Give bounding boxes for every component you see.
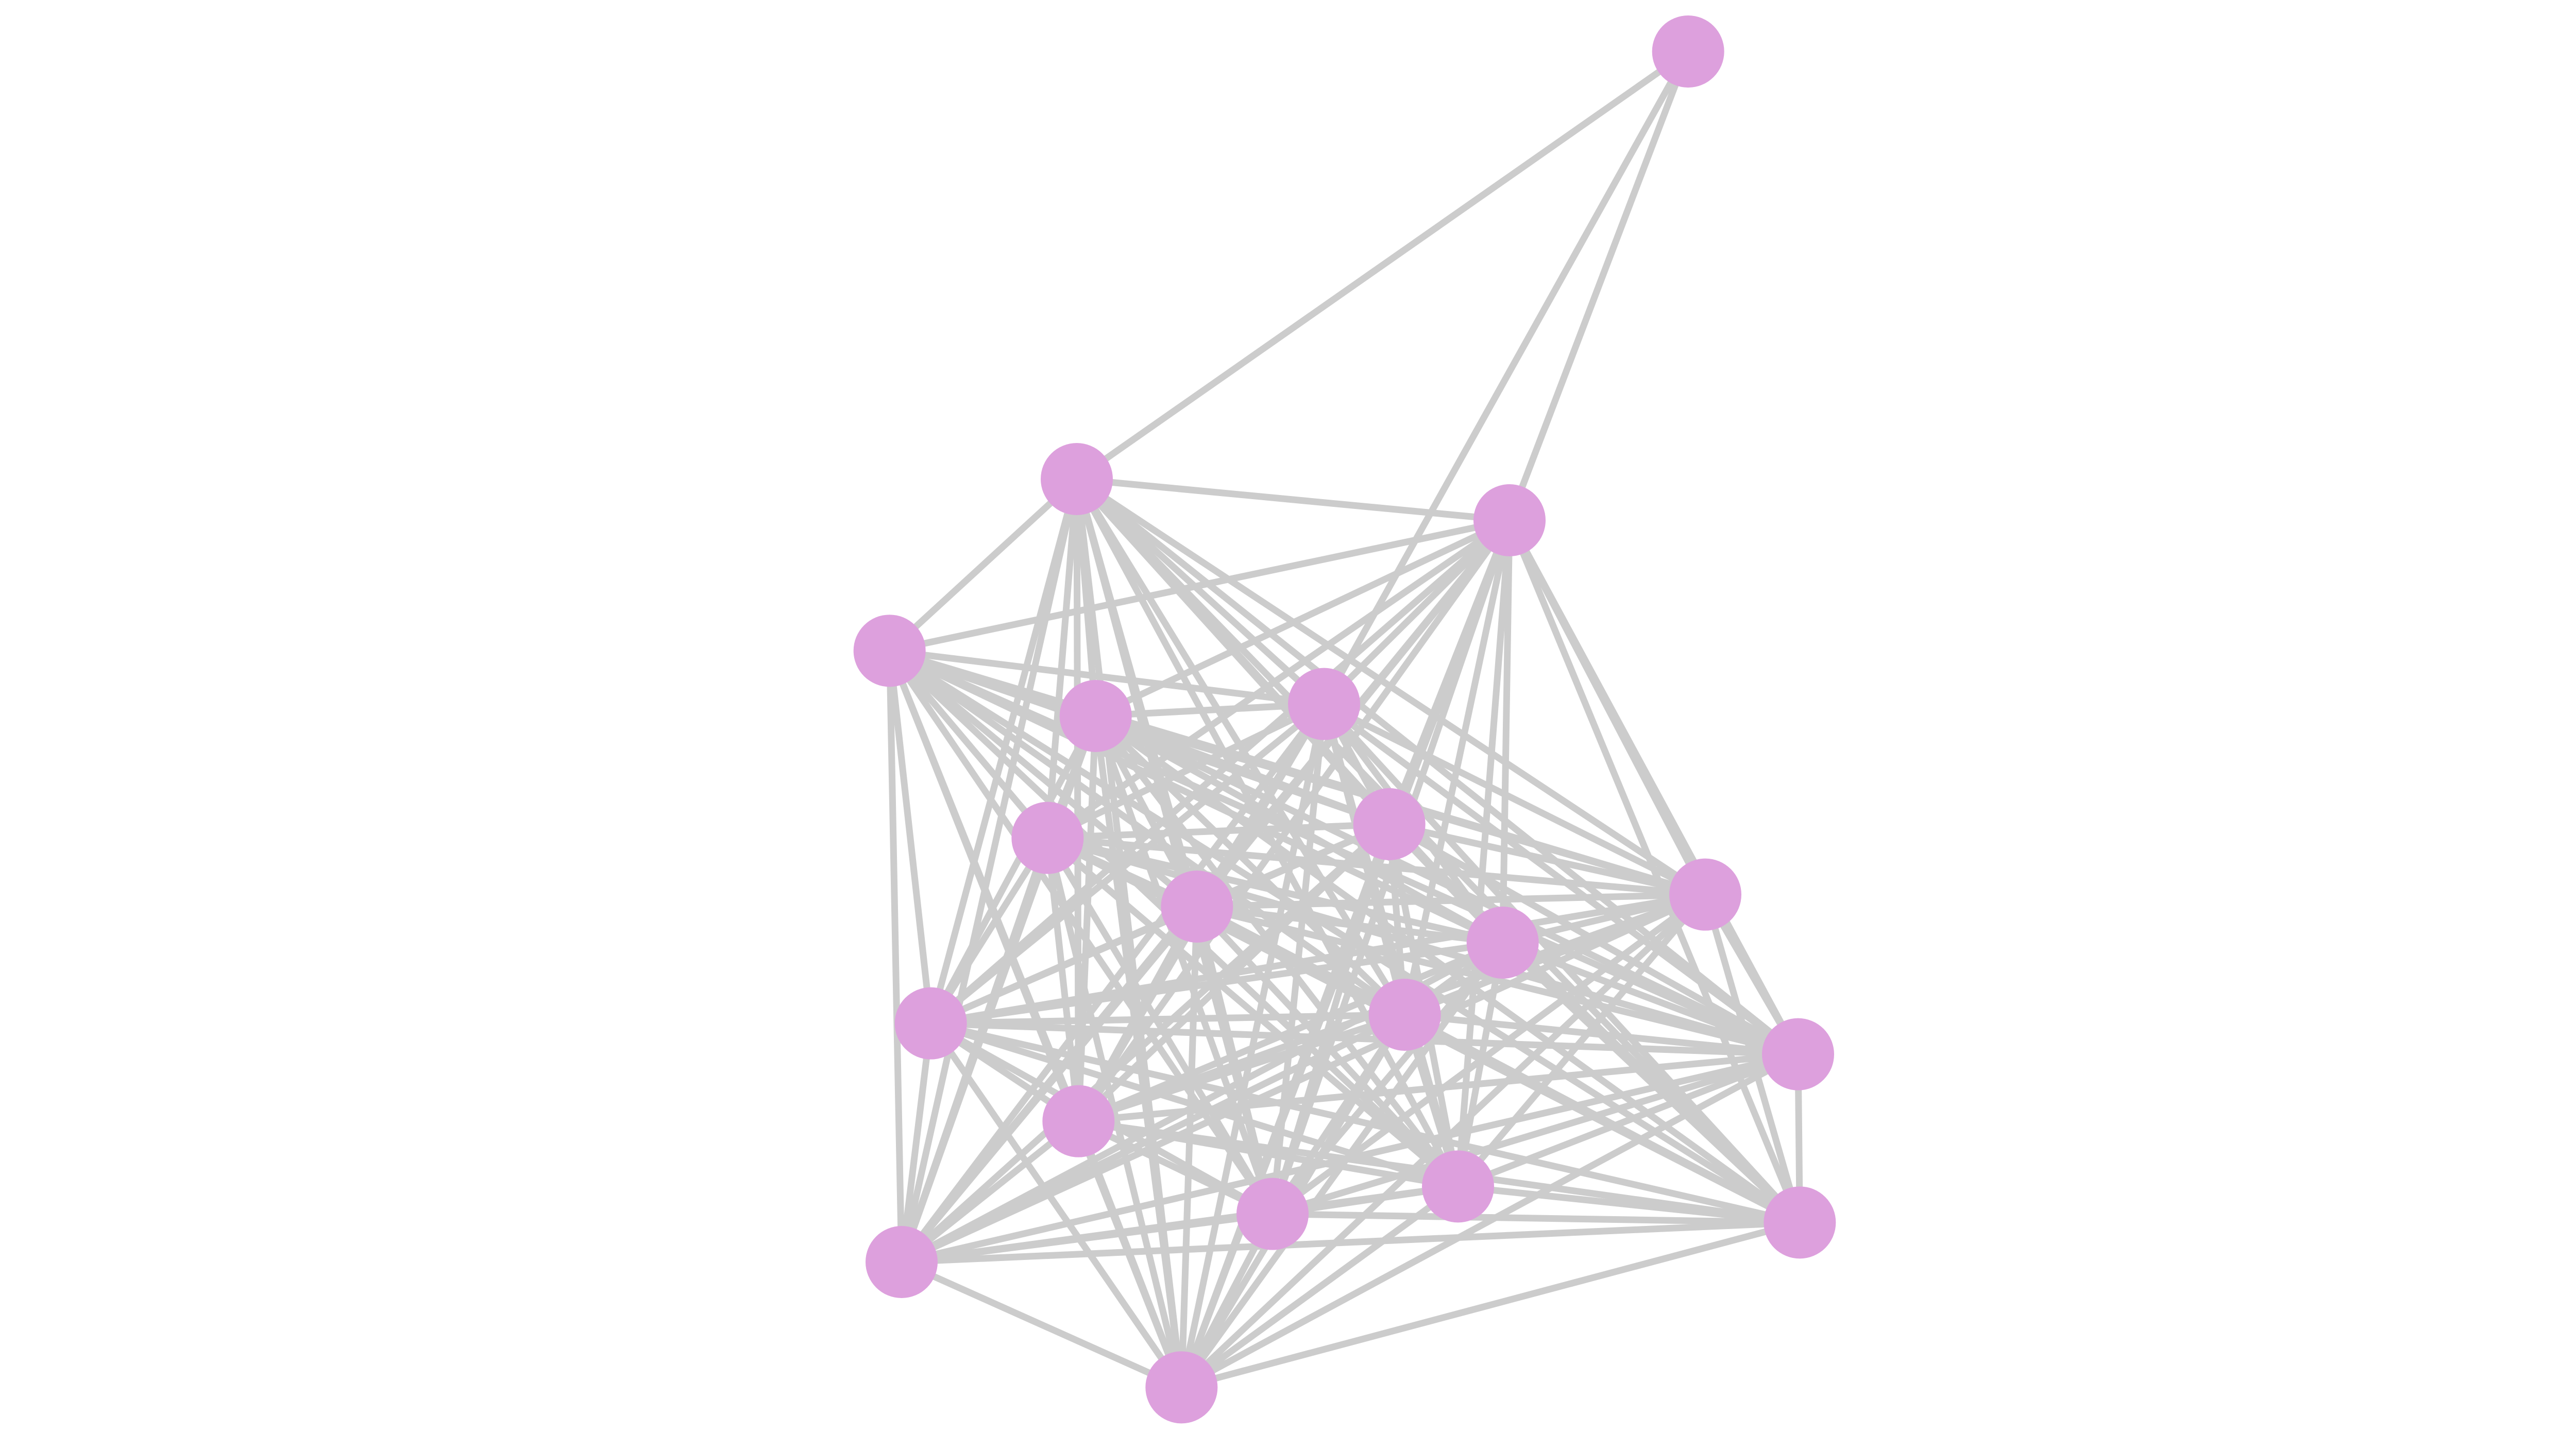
node-4[interactable] xyxy=(1059,680,1132,752)
edge-11-19 xyxy=(928,1021,1184,1390)
edge-1-14 xyxy=(1073,479,1082,1121)
node-0[interactable] xyxy=(1652,15,1724,88)
edge-15-18 xyxy=(1272,1211,1800,1226)
edge-1-2 xyxy=(1076,475,1510,524)
edge-3-17 xyxy=(886,651,905,1263)
node-8[interactable] xyxy=(1161,871,1233,943)
edge-16-17 xyxy=(901,1183,1459,1266)
edge-10-13 xyxy=(1501,939,1800,1058)
edge-5-6 xyxy=(1046,701,1326,841)
edge-10-11 xyxy=(930,939,1503,1027)
edge-2-6 xyxy=(1045,517,1512,841)
edge-9-17 xyxy=(900,891,1707,1265)
edge-16-19 xyxy=(1179,1184,1460,1390)
edge-13-16 xyxy=(1456,1051,1800,1190)
node-10[interactable] xyxy=(1466,907,1539,979)
node-9[interactable] xyxy=(1669,858,1741,931)
node-7[interactable] xyxy=(1353,788,1426,860)
edge-17-18 xyxy=(901,1219,1800,1266)
edge-6-7 xyxy=(1047,821,1389,842)
edge-0-1 xyxy=(1075,48,1690,482)
edge-3-5 xyxy=(889,647,1325,708)
node-layer xyxy=(853,15,1836,1424)
edge-0-2 xyxy=(1506,50,1691,522)
edge-1-6 xyxy=(1044,479,1080,839)
edge-0-5 xyxy=(1321,49,1691,706)
edge-3-11 xyxy=(886,650,935,1024)
edge-4-11 xyxy=(927,714,1099,1025)
edge-12-14 xyxy=(1077,1011,1406,1124)
edge-6-10 xyxy=(1046,834,1504,946)
edge-14-17 xyxy=(899,1118,1081,1265)
edge-6-13 xyxy=(1046,834,1799,1058)
node-19[interactable] xyxy=(1145,1351,1218,1424)
node-3[interactable] xyxy=(853,615,926,687)
edge-2-16 xyxy=(1454,520,1513,1187)
edge-4-14 xyxy=(1075,715,1099,1121)
edge-1-11 xyxy=(927,478,1080,1025)
edge-1-13 xyxy=(1074,476,1801,1057)
edge-5-9 xyxy=(1323,701,1707,898)
edge-12-17 xyxy=(900,1012,1406,1265)
edge-3-6 xyxy=(887,649,1050,840)
edge-1-17 xyxy=(898,478,1080,1263)
edge-16-18 xyxy=(1458,1183,1801,1226)
node-5[interactable] xyxy=(1288,668,1360,740)
edge-7-9 xyxy=(1388,821,1706,898)
edge-8-15 xyxy=(1194,906,1276,1215)
edge-6-14 xyxy=(1044,837,1082,1122)
edge-8-14 xyxy=(1075,905,1200,1123)
node-1[interactable] xyxy=(1041,443,1113,515)
edge-10-18 xyxy=(1500,940,1802,1225)
edge-8-17 xyxy=(899,904,1200,1265)
edge-2-11 xyxy=(928,518,1512,1026)
node-6[interactable] xyxy=(1011,802,1084,874)
edge-2-3 xyxy=(889,517,1511,654)
edge-1-3 xyxy=(887,476,1079,654)
edge-7-17 xyxy=(899,822,1392,1265)
edge-17-19 xyxy=(900,1259,1183,1391)
node-16[interactable] xyxy=(1422,1150,1494,1223)
node-12[interactable] xyxy=(1368,979,1441,1051)
edge-11-13 xyxy=(930,1020,1799,1058)
edge-11-12 xyxy=(930,1011,1405,1027)
edge-12-13 xyxy=(1404,1011,1799,1058)
edge-8-9 xyxy=(1197,891,1706,910)
edge-13-14 xyxy=(1078,1051,1799,1125)
edge-1-5 xyxy=(1074,476,1327,707)
edge-4-5 xyxy=(1095,701,1325,720)
node-2[interactable] xyxy=(1473,484,1546,556)
edge-13-15 xyxy=(1272,1051,1799,1217)
node-13[interactable] xyxy=(1762,1018,1834,1090)
node-14[interactable] xyxy=(1042,1085,1115,1157)
edge-18-19 xyxy=(1180,1219,1801,1391)
node-18[interactable] xyxy=(1764,1186,1836,1259)
edge-9-16 xyxy=(1455,892,1708,1189)
node-15[interactable] xyxy=(1236,1178,1309,1250)
edge-2-10 xyxy=(1499,520,1513,943)
node-11[interactable] xyxy=(894,987,967,1060)
edge-11-18 xyxy=(930,1020,1801,1226)
edge-8-11 xyxy=(929,903,1198,1027)
edge-11-17 xyxy=(898,1022,935,1263)
node-17[interactable] xyxy=(866,1226,938,1298)
edge-12-18 xyxy=(1403,1012,1802,1226)
edge-6-11 xyxy=(928,836,1050,1026)
edge-5-17 xyxy=(899,702,1327,1264)
